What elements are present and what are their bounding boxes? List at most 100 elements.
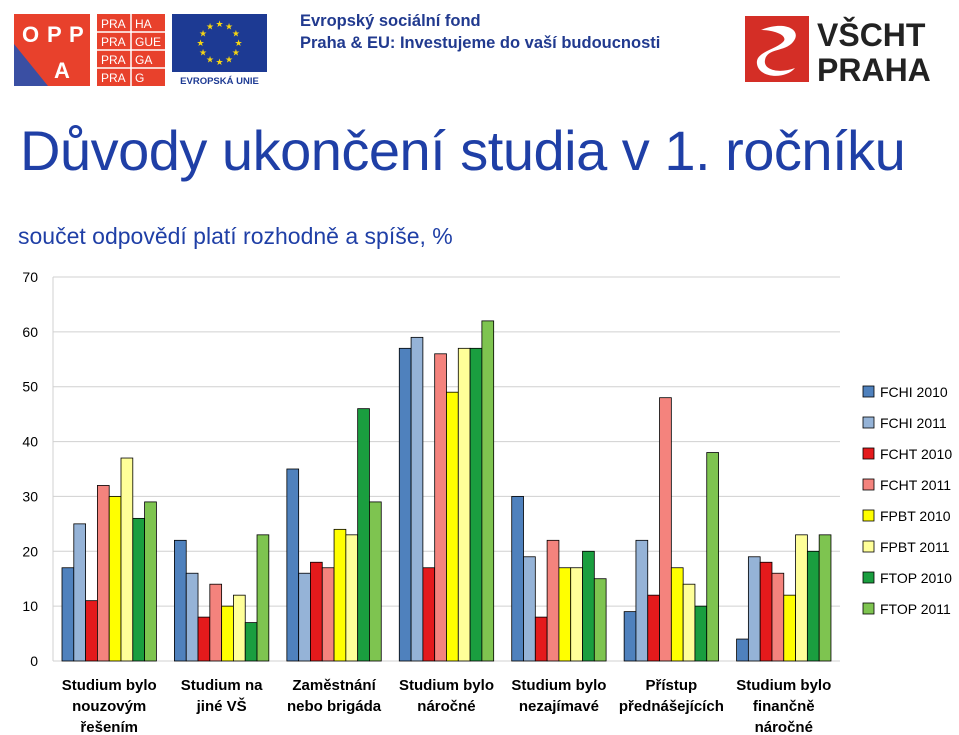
eu-star-icon: ★ bbox=[199, 29, 207, 39]
eu-logo-text: EVROPSKÁ UNIE bbox=[180, 76, 259, 86]
eu-star-icon: ★ bbox=[215, 57, 223, 67]
bar bbox=[61, 567, 75, 662]
legend-label: FCHI 2010 bbox=[880, 384, 948, 400]
eu-star-icon: ★ bbox=[225, 22, 233, 32]
y-tick-label: 40 bbox=[22, 434, 38, 450]
praha-logo-text: GA bbox=[135, 53, 152, 67]
bar bbox=[120, 457, 134, 662]
bar bbox=[511, 496, 524, 662]
y-axis: 0 10 20 30 40 50 60 70 bbox=[22, 269, 54, 669]
bar bbox=[682, 583, 696, 662]
y-tick-label: 20 bbox=[22, 543, 38, 559]
praha-logo-text: PRA bbox=[101, 53, 126, 67]
bar bbox=[434, 353, 447, 662]
y-tick-label: 0 bbox=[30, 653, 38, 669]
x-tick-label: Studium bylo nouzovým řešením bbox=[62, 677, 157, 735]
eu-star-icon: ★ bbox=[225, 54, 233, 64]
bar bbox=[771, 572, 785, 662]
y-tick-label: 60 bbox=[22, 324, 38, 340]
eu-star-icon: ★ bbox=[206, 22, 214, 32]
legend-swatch bbox=[862, 447, 875, 460]
bar bbox=[670, 567, 684, 662]
legend-label: FCHT 2010 bbox=[880, 446, 952, 462]
bar bbox=[481, 320, 495, 662]
x-tick-label: Studium bylo nezajímavé bbox=[511, 677, 606, 715]
bar bbox=[221, 605, 234, 662]
slide-subtitle: součet odpovědí platí rozhodně a spíše, … bbox=[18, 223, 453, 249]
bar bbox=[747, 556, 761, 662]
bar bbox=[422, 567, 436, 662]
legend-swatch bbox=[862, 416, 875, 429]
bar bbox=[345, 534, 359, 662]
bar bbox=[197, 616, 211, 662]
chart-legend: FCHI 2010 FCHI 2011 FCHT 2010 FCHT 2011 FPBT… bbox=[862, 384, 952, 617]
bar bbox=[806, 550, 820, 662]
legend-label: FTOP 2010 bbox=[880, 570, 952, 586]
bar bbox=[523, 556, 536, 662]
legend-label: FCHT 2011 bbox=[880, 477, 951, 493]
opp-letter: P bbox=[47, 22, 62, 47]
bar bbox=[97, 485, 110, 662]
bar bbox=[132, 517, 146, 662]
bar bbox=[736, 638, 749, 662]
praha-logo-text: GUE bbox=[135, 35, 161, 49]
bar bbox=[410, 336, 424, 662]
opp-logo: O P P A bbox=[14, 14, 90, 86]
legend-label: FTOP 2011 bbox=[880, 601, 951, 617]
eu-stars: ★★★★★★★★★ ★ ★★ bbox=[196, 19, 242, 67]
opp-letter: O bbox=[22, 22, 39, 47]
bar bbox=[174, 539, 187, 662]
eu-star-icon: ★ bbox=[199, 48, 207, 58]
x-tick-label: Studium bylo finančně náročné bbox=[736, 677, 831, 735]
vscht-logo-text: VŠCHT bbox=[817, 17, 926, 53]
eu-star-icon: ★ bbox=[232, 29, 240, 39]
bar bbox=[446, 391, 459, 662]
bar bbox=[659, 397, 672, 662]
bar bbox=[209, 583, 223, 662]
bar bbox=[256, 534, 270, 662]
eu-star-icon: ★ bbox=[196, 38, 204, 48]
praha-logo: PRA HA PRA GUE PRA GA PRA G bbox=[97, 14, 165, 86]
praha-logo-text: PRA bbox=[101, 35, 126, 49]
bar bbox=[635, 539, 649, 662]
bar bbox=[233, 594, 246, 662]
bar bbox=[706, 452, 719, 662]
eu-star-icon: ★ bbox=[234, 38, 242, 48]
esf-motto: Praha & EU: Investujeme do vaší budoucno… bbox=[300, 34, 661, 52]
bar bbox=[310, 561, 323, 662]
bar bbox=[321, 567, 335, 662]
bar bbox=[369, 501, 382, 662]
eu-star-icon: ★ bbox=[206, 54, 214, 64]
y-tick-label: 50 bbox=[22, 379, 38, 395]
legend-label: FCHI 2011 bbox=[880, 415, 947, 431]
bar bbox=[623, 611, 637, 662]
bar bbox=[286, 468, 300, 662]
bar bbox=[469, 347, 483, 662]
eu-star-icon: ★ bbox=[215, 19, 223, 29]
legend-swatch bbox=[862, 385, 875, 398]
legend-swatch bbox=[862, 540, 875, 553]
praha-logo-text: PRA bbox=[101, 17, 126, 31]
legend-swatch bbox=[862, 478, 875, 491]
vscht-logo-text: PRAHA bbox=[817, 52, 931, 86]
bar bbox=[783, 594, 796, 662]
bar bbox=[818, 534, 832, 662]
opp-letter: A bbox=[54, 58, 70, 83]
legend-label: FPBT 2010 bbox=[880, 508, 951, 524]
bar bbox=[546, 539, 560, 662]
legend-swatch bbox=[862, 571, 875, 584]
bar bbox=[795, 534, 808, 662]
y-tick-label: 70 bbox=[22, 269, 38, 285]
bar bbox=[333, 528, 347, 662]
bar bbox=[185, 572, 199, 662]
bar bbox=[85, 600, 98, 662]
bar bbox=[534, 616, 548, 662]
bar bbox=[694, 605, 708, 662]
bar bbox=[457, 347, 471, 662]
bar bbox=[244, 622, 258, 662]
y-tick-label: 30 bbox=[22, 488, 38, 504]
legend-label: FPBT 2011 bbox=[880, 539, 950, 555]
legend-swatch bbox=[862, 602, 875, 615]
praha-logo-text: G bbox=[135, 71, 144, 85]
bar bbox=[647, 594, 660, 662]
